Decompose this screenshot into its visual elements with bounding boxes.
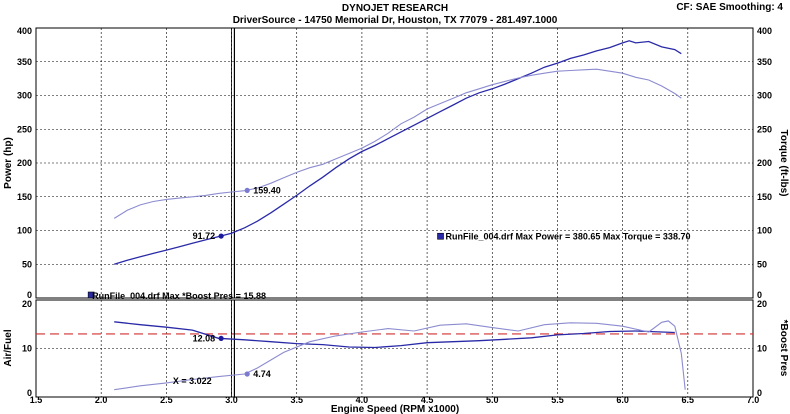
max-boost-annotation: RunFile_004.drf Max *Boost Pres = 15.88 [92,291,266,301]
x-tick-label: 6.5 [682,395,695,405]
y-tick-label-power: 0 [27,290,32,300]
y-tick-label-torque: 150 [757,192,772,202]
x-tick-label: 2.0 [95,395,108,405]
air-fuel-series-line [114,321,675,349]
air-fuel-marker-label: 12.08 [193,333,216,343]
boost-legend-swatch [87,291,95,299]
cursor-x-label: X = 3.022 [173,376,212,386]
y-tick-label-boost: 20 [757,299,767,309]
x-axis: 1.5 2.0 2.5 3.0 3.5 4.0 4.5 5.0 5.5 6.0 6.5 7.0 [30,395,760,405]
y-tick-label-power: 100 [17,226,32,236]
x-tick-label: 5.5 [551,395,564,405]
y-tick-label-power: 200 [17,158,32,168]
x-tick-label: 3.5 [290,395,303,405]
y-axis-label-airfuel: Air/Fuel [3,329,14,366]
boost-marker-label: 4.74 [253,369,271,379]
torque-series-line [113,68,682,219]
y-tick-label-torque: 300 [757,91,772,101]
torque-marker [244,187,250,194]
cf-smoothing-label: CF: SAE Smoothing: 4 [676,2,783,13]
airfuel-boost-series: 12.08 4.74 X = 3.022 [114,320,686,391]
y-axis-label-boost: *Boost Pres [778,320,789,377]
airfuel-boost-ticks: 0 0 10 10 20 20 [22,299,767,398]
power-series-line [114,40,682,265]
boost-marker [244,371,250,377]
y-tick-label-power: 50 [22,259,32,269]
runfile-legend-swatch [437,232,444,240]
y-tick-label-boost: 10 [757,344,767,354]
max-power-torque-annotation: RunFile_004.drf Max Power = 380.65 Max T… [446,231,691,241]
y-tick-label-torque: 0 [757,290,762,300]
power-torque-series: 91.72 159.40 RunFile_004.drf Max Power = 3… [87,40,691,301]
airfuel-boost-grid [36,300,753,397]
y-tick-label-airfuel: 20 [22,299,32,309]
x-tick-label: 4.0 [356,395,369,405]
header-title: DYNOJET RESEARCH [342,3,448,14]
y-tick-label-torque: 100 [757,226,772,236]
x-axis-label: Engine Speed (RPM x1000) [331,404,459,414]
y-axis-label-power: Power (hp) [3,137,14,189]
airfuel-boost-panel: 12.08 4.74 X = 3.022 0 0 10 10 20 20 [22,299,767,398]
x-tick-label: 2.5 [160,395,173,405]
power-marker [218,233,224,239]
y-tick-label-power: 150 [17,192,32,202]
x-tick-label: 3.0 [225,395,238,405]
y-axis-label-torque: Torque (ft-lbs) [778,129,789,196]
boost-series-line [114,320,686,391]
y-tick-label-torque: 400 [757,26,772,36]
y-tick-label-power: 300 [17,91,32,101]
y-tick-label-boost: 0 [757,388,762,398]
x-tick-label: 1.5 [30,395,43,405]
power-torque-ticks: 0 0 50 50 100 100 150 150 200 200 250 250 300 300 350 3… [17,26,772,300]
x-tick-label: 6.0 [616,395,629,405]
y-tick-label-power: 250 [17,124,32,134]
y-tick-label-airfuel: 0 [27,388,32,398]
y-tick-label-power: 350 [17,57,32,67]
air-fuel-marker [218,335,224,342]
y-tick-label-torque: 250 [757,124,772,134]
y-tick-label-torque: 200 [757,158,772,168]
x-tick-label: 7.0 [747,395,760,405]
power-marker-label: 91.72 [193,231,216,241]
y-tick-label-airfuel: 10 [22,344,32,354]
y-tick-label-power: 400 [17,26,32,36]
x-tick-label: 5.0 [486,395,499,405]
power-torque-panel: 91.72 159.40 RunFile_004.drf Max Power = 3… [17,26,772,301]
power-torque-grid [36,28,753,298]
torque-marker-label: 159.40 [253,185,281,195]
x-tick-label: 4.5 [421,395,434,405]
y-tick-label-torque: 50 [757,259,767,269]
header-subtitle: DriverSource - 14750 Memorial Dr, Housto… [233,15,558,26]
y-tick-label-torque: 350 [757,57,772,67]
